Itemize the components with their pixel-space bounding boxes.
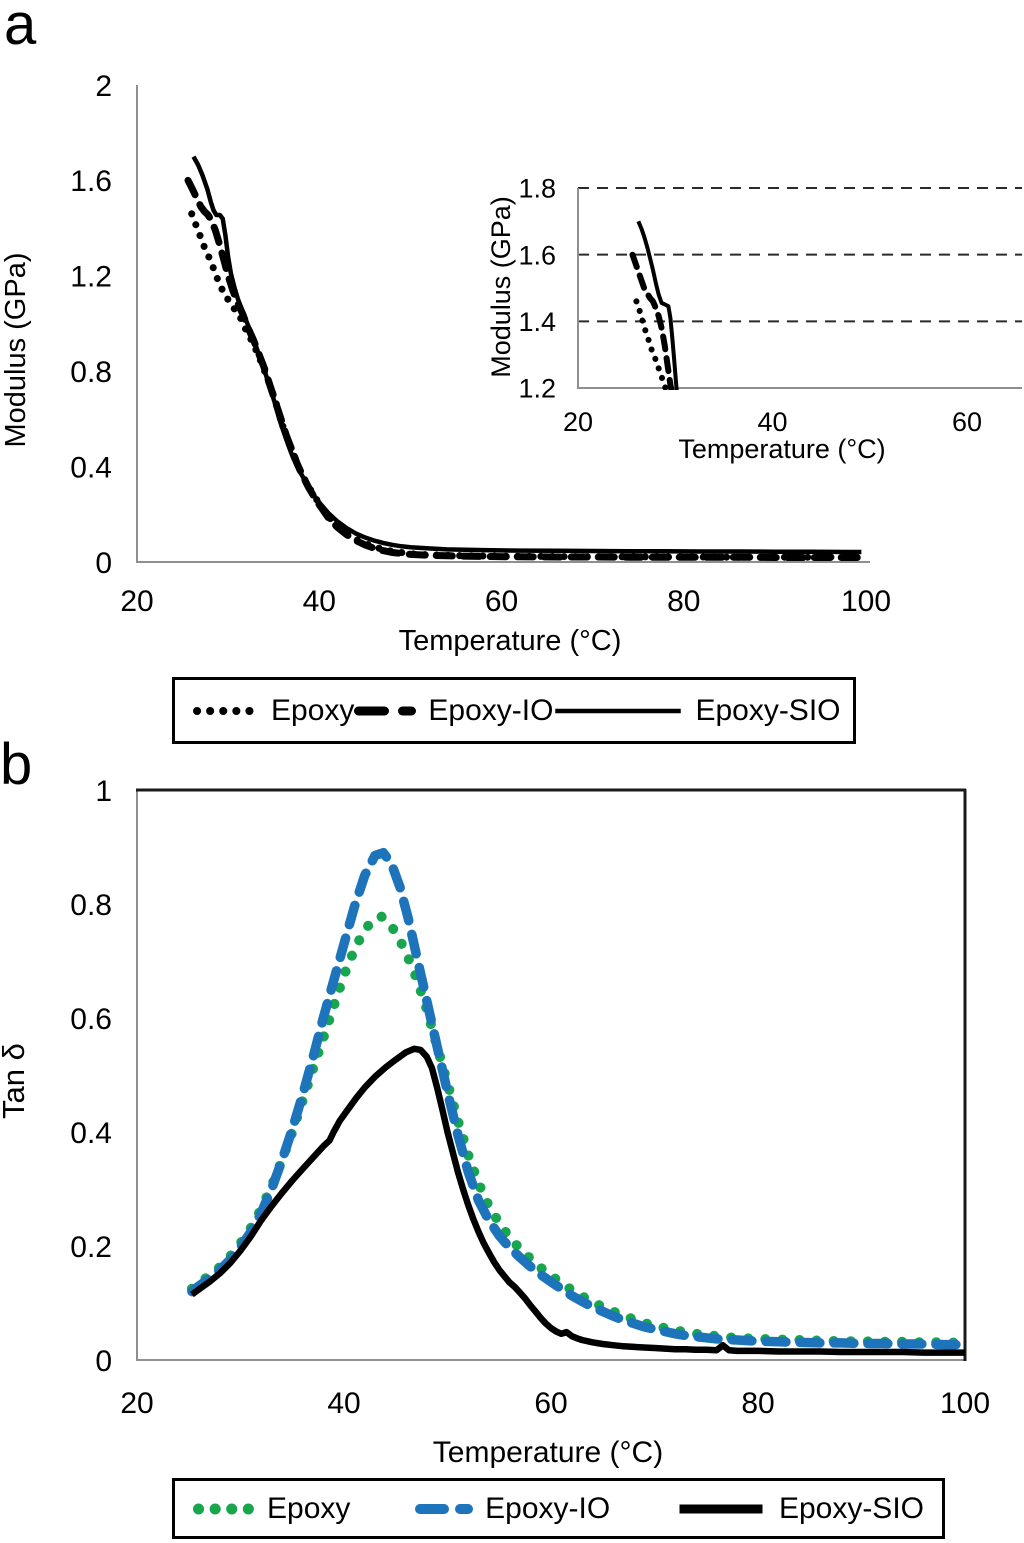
inset-y-tick-label: 1.8 [518, 174, 556, 204]
inset-y-tick-label: 1.4 [518, 307, 556, 337]
chart-b-y-tick-label: 0.2 [70, 1231, 112, 1264]
legend-item-epoxy-io: Epoxy-IO [415, 1492, 610, 1526]
inset-y-axis-title: Modulus (GPa) [486, 196, 516, 378]
chart-a-y-tick-label: 0.4 [70, 451, 112, 484]
inset-x-tick-label: 40 [757, 407, 787, 437]
chart-b-x-tick-label: 80 [741, 1387, 774, 1420]
chart-b-curve-epoxy-sio [189, 1045, 965, 1356]
chart-b-y-tick-label: 0.4 [70, 1117, 112, 1150]
legend-label: Epoxy [271, 693, 355, 727]
panel-b-label: b [0, 732, 33, 797]
inset-curve-epoxy [633, 298, 669, 390]
legend-label: Epoxy [267, 1491, 351, 1525]
chart-b-x-tick-label: 100 [940, 1387, 990, 1420]
chart-b-y-axis-title: Tan δ [0, 1043, 31, 1119]
chart-b-legend: Epoxy Epoxy-IO Epoxy-SIO [172, 1478, 945, 1539]
chart-a-curve-epoxy-sio [191, 155, 862, 555]
chart-b-x-tick-label: 60 [534, 1387, 567, 1420]
chart-b-x-tick-label: 20 [120, 1387, 153, 1420]
legend-label: Epoxy-SIO [695, 693, 841, 727]
inset-curve-epoxy-sio [636, 220, 679, 390]
dashed-line-sample-icon [415, 1503, 474, 1514]
chart-a-y-axis-title: Modulus (GPa) [0, 252, 32, 448]
chart-a-y-tick-label: 1.6 [70, 165, 112, 198]
chart-a-y-tick-label: 2 [95, 70, 112, 103]
solid-line-sample-icon [555, 708, 682, 713]
chart-a-x-axis-title: Temperature (°C) [398, 625, 622, 657]
chart-a-y-tick-label: 1.2 [70, 261, 112, 294]
chart-b-curve-epoxy [186, 911, 970, 1348]
inset-y-tick-label: 1.2 [518, 374, 556, 404]
inset-x-tick-label: 20 [563, 407, 593, 437]
chart-a-x-tick-label: 100 [841, 585, 891, 618]
chart-a-x-tick-label: 80 [667, 585, 700, 618]
legend-item-epoxy-sio: Epoxy-SIO [553, 693, 841, 728]
dashed-line-sample-icon [354, 706, 417, 715]
legend-item-epoxy: Epoxy [193, 694, 354, 728]
legend-item-epoxy: Epoxy [193, 1492, 350, 1526]
chart-a-legend: Epoxy Epoxy-IO Epoxy-SIO [172, 677, 856, 744]
panel-a-label: a [4, 0, 37, 57]
chart-b-x-tick-label: 40 [327, 1387, 360, 1420]
chart-a-y-tick-label: 0.8 [70, 356, 112, 389]
chart-a-curve-epoxy-io [184, 176, 865, 561]
legend-label: Epoxy-IO [428, 693, 554, 727]
solid-line-sample-icon [679, 1504, 763, 1513]
legend-item-epoxy-sio: Epoxy-SIO [675, 1492, 924, 1526]
legend-item-epoxy-io: Epoxy-IO [354, 694, 553, 728]
legend-label: Epoxy-SIO [778, 1491, 924, 1525]
inset-curve-epoxy-io [629, 251, 675, 390]
dotted-line-sample-icon [193, 1503, 255, 1514]
chart-b-y-tick-label: 0 [95, 1345, 112, 1378]
chart-a-y-tick-label: 0 [95, 547, 112, 580]
chart-b-y-tick-label: 1 [95, 775, 112, 808]
legend-label: Epoxy-IO [485, 1491, 611, 1525]
inset-x-axis-title: Temperature (°C) [678, 434, 886, 464]
chart-b-plot-border [136, 789, 966, 1361]
inset-y-tick-label: 1.6 [518, 240, 556, 270]
dotted-line-sample-icon [193, 706, 259, 715]
chart-b-x-axis-title: Temperature (°C) [432, 1436, 664, 1469]
chart-a-x-tick-label: 40 [303, 585, 336, 618]
chart-b-y-tick-label: 0.6 [70, 1003, 112, 1036]
inset-x-tick-label: 60 [952, 407, 982, 437]
chart-b-y-tick-label: 0.8 [70, 889, 112, 922]
chart-a-x-tick-label: 60 [485, 585, 518, 618]
chart-b-curve-epoxy-io [187, 847, 970, 1350]
chart-a-curve-epoxy [188, 210, 865, 561]
chart-a-x-tick-label: 20 [120, 585, 153, 618]
